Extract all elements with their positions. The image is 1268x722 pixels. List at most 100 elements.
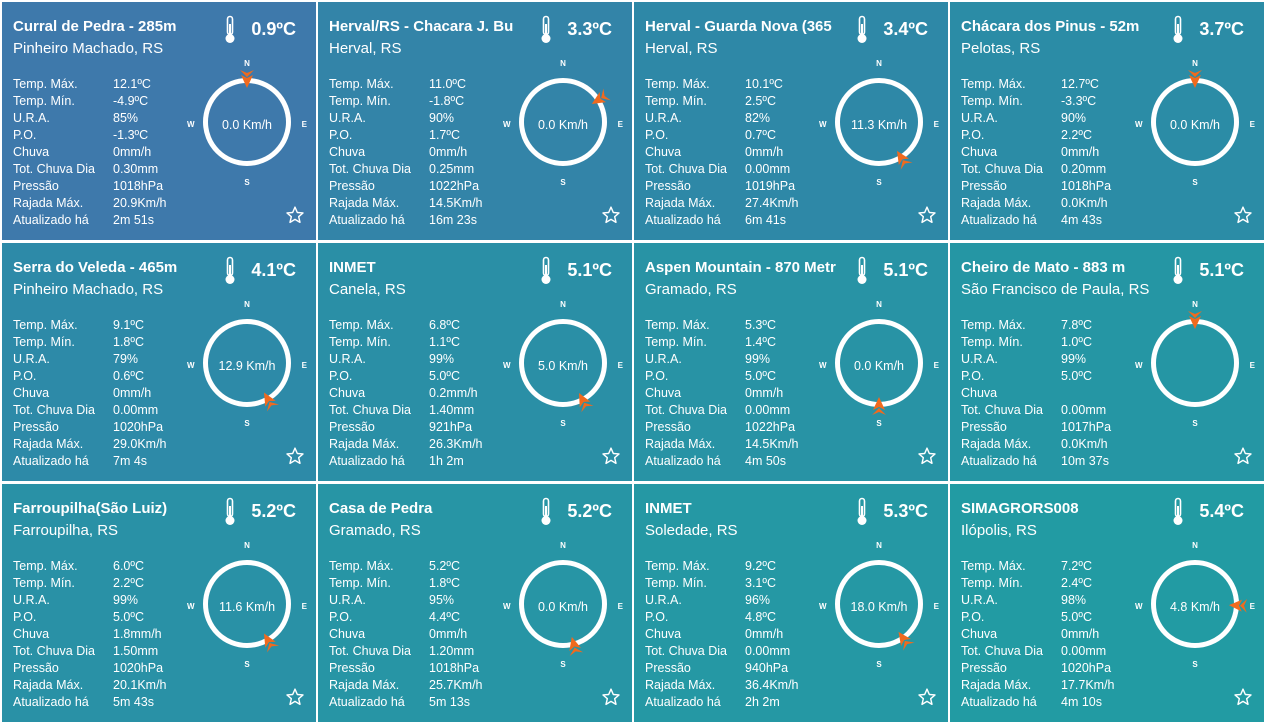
stat-label: Temp. Mín. [961, 335, 1023, 349]
station-card-1[interactable]: Herval/RS - Chacara J. Bu Herval, RS 3.3… [318, 2, 632, 240]
station-name: Aspen Mountain - 870 Metr [645, 259, 836, 276]
stat-label: Chuva [645, 145, 682, 159]
stat-label: Temp. Máx. [645, 77, 710, 91]
stat-label: Rajada Máx. [329, 196, 400, 210]
stat-label: P.O. [329, 369, 353, 383]
favorite-star-icon[interactable] [1233, 205, 1253, 225]
stat-label: Temp. Máx. [961, 318, 1026, 332]
current-temperature: 5.4ºC [1199, 501, 1244, 521]
stat-value: 5.0ºC [1061, 610, 1092, 624]
stat-label: Temp. Mín. [645, 335, 707, 349]
stat-value: 36.4Km/h [745, 678, 799, 692]
favorite-star-icon[interactable] [285, 687, 305, 707]
compass-east-label: E [617, 120, 623, 129]
stats-list: Temp. Máx. 9.1ºC Temp. Mín. 1.8ºC U.R.A. 79… [13, 317, 167, 470]
station-card-9[interactable]: Casa de Pedra Gramado, RS 5.2ºC Temp. Má… [318, 484, 632, 722]
stat-value: 2.2ºC [113, 576, 144, 590]
favorite-star-icon[interactable] [601, 205, 621, 225]
stat-humidity: U.R.A. 90% [329, 110, 483, 127]
stat-temp-min: Temp. Mín. -1.8ºC [329, 93, 483, 110]
favorite-star-icon[interactable] [917, 687, 937, 707]
stat-value: 1.40mm [429, 403, 475, 417]
stat-label: Atualizado há [961, 695, 1037, 709]
stat-value: 1022hPa [429, 179, 480, 193]
stat-label: Pressão [645, 420, 691, 434]
favorite-star-icon[interactable] [285, 446, 305, 466]
compass-west-label: W [503, 602, 511, 611]
station-card-7[interactable]: Cheiro de Mato - 883 m São Francisco de … [950, 243, 1264, 481]
station-card-8[interactable]: Farroupilha(São Luiz) Farroupilha, RS 5.… [2, 484, 316, 722]
station-card-5[interactable]: INMET Canela, RS 5.1ºC Temp. Máx. 6.8ºC T… [318, 243, 632, 481]
stat-pressure: Pressão 1020hPa [13, 660, 167, 677]
stat-value: 5.3ºC [745, 318, 776, 332]
stat-label: U.R.A. [329, 352, 366, 366]
favorite-star-icon[interactable] [601, 446, 621, 466]
favorite-star-icon[interactable] [917, 446, 937, 466]
station-card-4[interactable]: Serra do Veleda - 465m Pinheiro Machado,… [2, 243, 316, 481]
stat-label: Pressão [329, 179, 375, 193]
stat-value: 27.4Km/h [745, 196, 799, 210]
stat-rain-rate: Chuva 0.2mm/h [329, 385, 483, 402]
stat-value: 79% [113, 352, 139, 366]
station-city: Farroupilha, RS [13, 522, 119, 539]
stat-value: 0.6ºC [113, 369, 144, 383]
station-city: Soledade, RS [645, 522, 738, 539]
stat-label: Chuva [961, 627, 998, 641]
station-card-11[interactable]: SIMAGRORS008 Ilópolis, RS 5.4ºC Temp. Má… [950, 484, 1264, 722]
station-card-10[interactable]: INMET Soledade, RS 5.3ºC Temp. Máx. 9.2ºC… [634, 484, 948, 722]
stat-dew-point: P.O. -1.3ºC [13, 127, 167, 144]
station-name: Curral de Pedra - 285m [13, 18, 177, 35]
stat-pressure: Pressão 1022hPa [329, 178, 483, 195]
stat-updated: Atualizado há 10m 37s [961, 453, 1111, 470]
stat-label: Atualizado há [645, 695, 721, 709]
thermometer-icon [225, 256, 235, 284]
stat-label: U.R.A. [645, 111, 682, 125]
favorite-star-icon[interactable] [1233, 446, 1253, 466]
stat-label: Atualizado há [329, 454, 405, 468]
stat-value: 1.8ºC [429, 576, 460, 590]
current-temperature: 5.2ºC [567, 501, 612, 521]
station-city: Herval, RS [329, 40, 402, 57]
stat-label: P.O. [645, 128, 669, 142]
station-card-6[interactable]: Aspen Mountain - 870 Metr Gramado, RS 5.… [634, 243, 948, 481]
station-card-2[interactable]: Herval - Guarda Nova (365 Herval, RS 3.4… [634, 2, 948, 240]
stat-updated: Atualizado há 7m 4s [13, 453, 167, 470]
stat-rain-total: Tot. Chuva Dia 1.50mm [13, 643, 167, 660]
thermometer-icon [857, 15, 867, 43]
stats-list: Temp. Máx. 12.7ºC Temp. Mín. -3.3ºC U.R.A.… [961, 76, 1111, 229]
stats-list: Temp. Máx. 7.2ºC Temp. Mín. 2.4ºC U.R.A. 98… [961, 558, 1115, 711]
station-city: Pinheiro Machado, RS [13, 281, 164, 298]
stat-value: 1022hPa [745, 420, 796, 434]
favorite-star-icon[interactable] [285, 205, 305, 225]
stat-label: Pressão [645, 661, 691, 675]
wind-direction-arrow-icon [240, 70, 254, 88]
stat-label: Tot. Chuva Dia [961, 162, 1043, 176]
favorite-star-icon[interactable] [601, 687, 621, 707]
compass-ring [519, 319, 607, 407]
stat-label: U.R.A. [329, 111, 366, 125]
stat-value: 0.0Km/h [1061, 196, 1108, 210]
stat-label: P.O. [13, 610, 37, 624]
stat-value: 6.0ºC [113, 559, 144, 573]
stat-label: Temp. Mín. [329, 576, 391, 590]
stat-value: 17.7Km/h [1061, 678, 1115, 692]
stat-label: Rajada Máx. [13, 196, 84, 210]
stat-value: 4.4ºC [429, 610, 460, 624]
wind-direction-arrow-icon [569, 636, 584, 657]
favorite-star-icon[interactable] [1233, 687, 1253, 707]
stat-label: Atualizado há [329, 213, 405, 227]
stat-label: Atualizado há [13, 454, 89, 468]
station-card-3[interactable]: Chácara dos Pinus - 52m Pelotas, RS 3.7º… [950, 2, 1264, 240]
compass-ring [203, 560, 291, 648]
compass-north-label: N [1192, 59, 1198, 68]
stat-dew-point: P.O. 5.0ºC [13, 609, 167, 626]
favorite-star-icon[interactable] [917, 205, 937, 225]
stat-temp-max: Temp. Máx. 7.8ºC [961, 317, 1111, 334]
stat-humidity: U.R.A. 79% [13, 351, 167, 368]
stat-label: Atualizado há [13, 695, 89, 709]
station-card-0[interactable]: Curral de Pedra - 285m Pinheiro Machado,… [2, 2, 316, 240]
stat-value: 26.3Km/h [429, 437, 483, 451]
compass-east-label: E [301, 361, 307, 370]
stat-value: 5.2ºC [429, 559, 460, 573]
stat-value: 6.8ºC [429, 318, 460, 332]
